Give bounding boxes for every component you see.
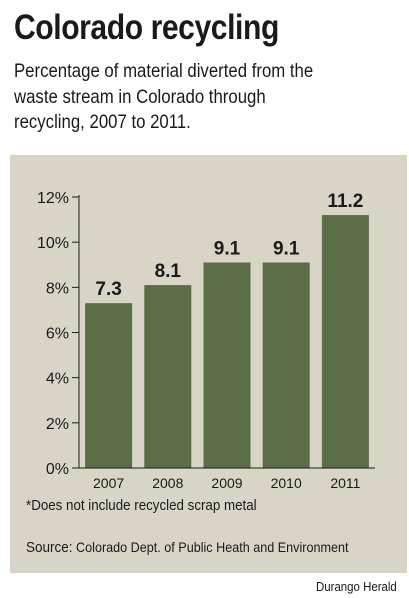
y-tick-label: 4%	[46, 371, 69, 388]
subtitle-line-1: Percentage of material diverted from the	[14, 60, 314, 82]
subtitle-line-2: waste stream in Colorado through	[14, 85, 266, 108]
bar	[85, 303, 133, 468]
chart-panel: 0% 2% 4% 6% 8% 10% 12% 7.3 2007 8.1 2008 9.1 2009 9.1…	[10, 155, 407, 573]
y-tick-label: 0%	[46, 461, 69, 478]
y-tick-label: 6%	[46, 326, 69, 343]
page-subtitle: Percentage of material diverted from the…	[14, 59, 354, 136]
publisher-credit: Durango Herald	[316, 579, 397, 594]
source-line: Source: Colorado Dept. of Public Heath a…	[26, 539, 348, 556]
bar-value-label: 7.3	[95, 279, 121, 300]
bar-chart: 0% 2% 4% 6% 8% 10% 12% 7.3 2007 8.1 2008 9.1 2009 9.1…	[37, 190, 375, 491]
source-text: Colorado Dept. of Public Heath and Envir…	[76, 539, 349, 555]
chart-footnote: *Does not include recycled scrap metal	[26, 498, 257, 514]
x-tick-label: 2009	[211, 475, 242, 491]
y-tick-label: 2%	[46, 416, 69, 433]
bar-value-label: 9.1	[214, 238, 241, 259]
source-label: Source:	[26, 539, 73, 556]
bar	[144, 285, 192, 468]
x-tick-label: 2008	[152, 475, 183, 491]
bar	[203, 262, 251, 468]
subtitle-line-3: recycling, 2007 to 2011.	[14, 111, 191, 133]
y-tick-label: 8%	[46, 280, 69, 297]
y-tick-label: 12%	[37, 190, 69, 207]
x-tick-label: 2011	[330, 475, 360, 491]
bar-value-label: 8.1	[155, 261, 182, 282]
y-tick-label: 10%	[37, 235, 69, 252]
page-title: Colorado recycling	[14, 8, 279, 47]
bar-value-label: 9.1	[273, 238, 300, 259]
bar-value-label: 11.2	[327, 191, 363, 212]
bar	[321, 215, 369, 468]
x-tick-label: 2007	[93, 475, 124, 491]
x-tick-label: 2010	[271, 475, 302, 491]
bar	[262, 262, 310, 468]
